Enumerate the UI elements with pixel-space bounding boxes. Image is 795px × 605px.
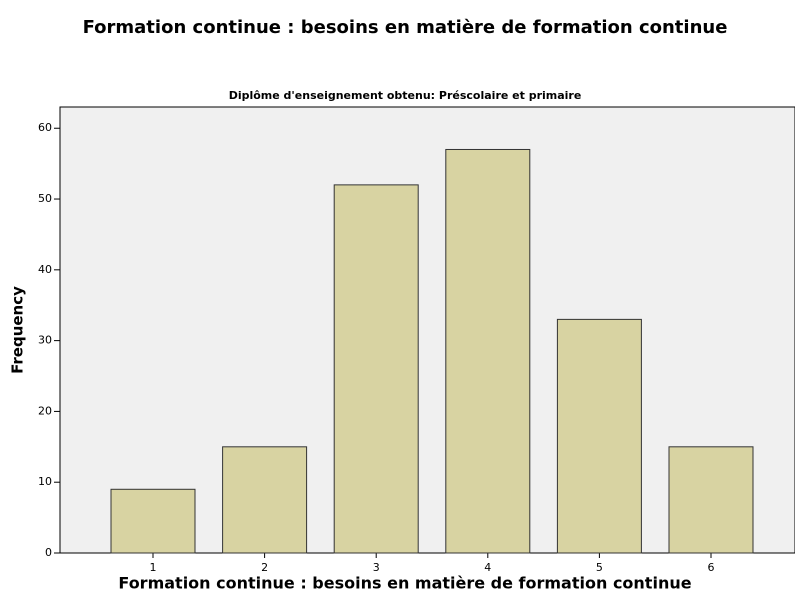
bar xyxy=(110,488,196,554)
y-tick-label: 60 xyxy=(38,121,52,134)
bar xyxy=(556,318,642,554)
y-tick-label: 40 xyxy=(38,263,52,276)
bar xyxy=(445,148,531,554)
chart-title: Formation continue : besoins en matière … xyxy=(83,17,728,38)
y-tick-label: 0 xyxy=(45,546,52,559)
x-tick-label: 4 xyxy=(484,561,491,574)
x-tick-label: 6 xyxy=(708,561,715,574)
x-tick-label: 2 xyxy=(261,561,268,574)
bar xyxy=(668,446,754,554)
bar xyxy=(333,184,419,554)
y-tick-label: 30 xyxy=(38,334,52,347)
x-tick-label: 5 xyxy=(596,561,603,574)
x-tick-label: 1 xyxy=(150,561,157,574)
x-axis-label: Formation continue : besoins en matière … xyxy=(118,574,691,593)
y-tick-label: 50 xyxy=(38,192,52,205)
bar xyxy=(222,446,308,554)
y-tick-label: 10 xyxy=(38,475,52,488)
y-axis-label: Frequency xyxy=(9,286,27,374)
x-tick-label: 3 xyxy=(373,561,380,574)
y-tick-label: 20 xyxy=(38,404,52,417)
subtitle: Diplôme d'enseignement obtenu: Préscolai… xyxy=(229,89,582,102)
